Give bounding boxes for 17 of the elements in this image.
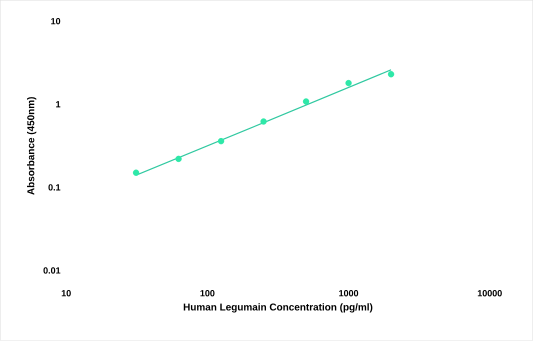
point xyxy=(218,138,224,144)
x-tick-label: 10 xyxy=(62,290,71,297)
y-axis-title: Absorbance (450nm) xyxy=(27,97,36,195)
point xyxy=(132,170,140,176)
x-axis-title: Human Legumain Concentration (pg/ml) xyxy=(184,303,372,313)
y-tick-label: 10 xyxy=(51,18,60,25)
point xyxy=(388,71,394,78)
x-tick-label: 100 xyxy=(200,290,214,297)
y-tick-label: 0.1 xyxy=(48,184,60,191)
y-tick-label: 1 xyxy=(56,101,60,108)
y-tick-label: 0.01 xyxy=(43,267,60,274)
point xyxy=(345,80,352,86)
point xyxy=(175,156,182,162)
x-tick-label: 10000 xyxy=(478,290,502,297)
point xyxy=(260,118,267,125)
point xyxy=(302,98,310,105)
x-tick-label: 1000 xyxy=(339,290,358,297)
